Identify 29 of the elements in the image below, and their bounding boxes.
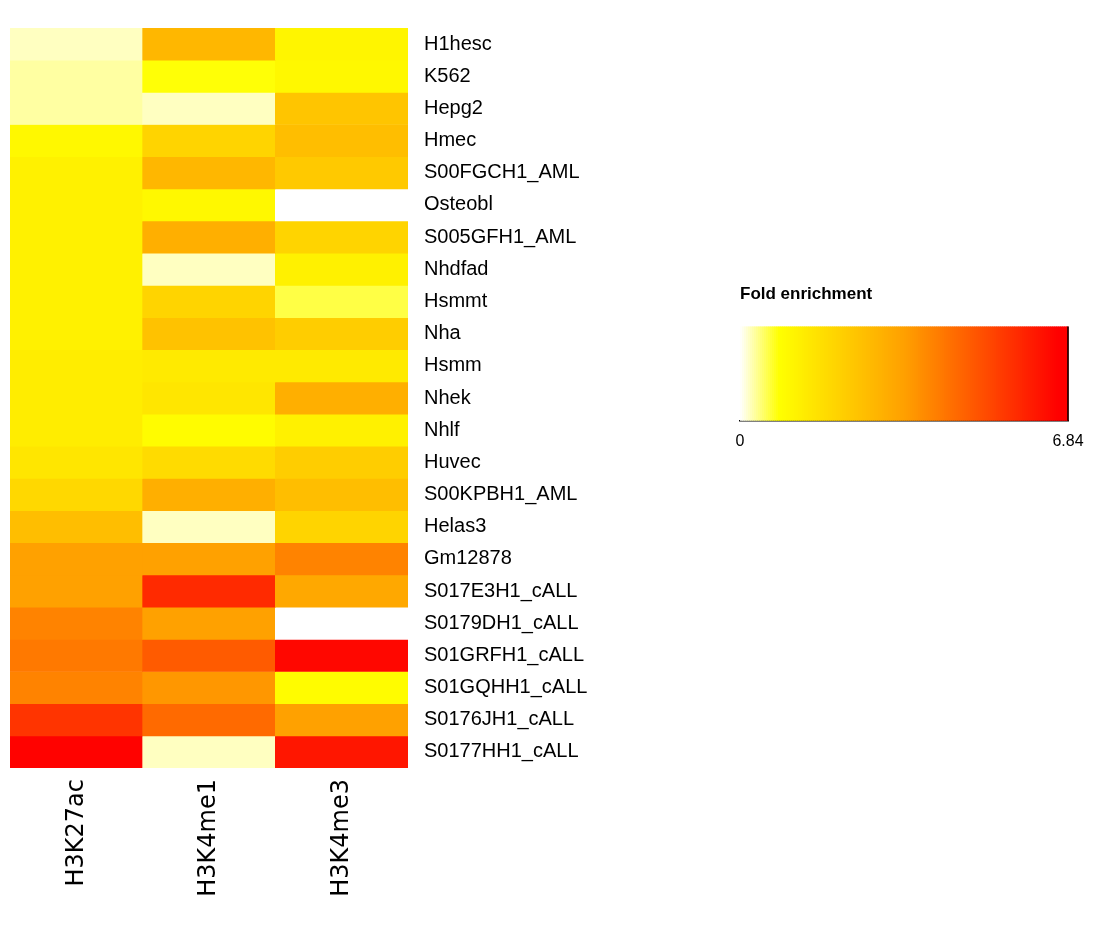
y-tick-label: Gm12878 <box>424 546 512 569</box>
y-tick-label: Huvec <box>424 449 481 472</box>
y-tick-label: K562 <box>424 63 471 86</box>
y-tick-label: Osteobl <box>424 192 493 215</box>
y-tick-label: S0177HH1_cALL <box>424 739 579 763</box>
x-tick-label: H3K27ac <box>60 779 89 887</box>
y-tick-label: Hmec <box>424 128 477 151</box>
y-tick-label: Helas3 <box>424 514 487 537</box>
y-tick-label: Nhlf <box>424 417 461 440</box>
y-tick-label: Nha <box>424 321 462 344</box>
y-tick-label: S005GFH1_AML <box>424 224 577 248</box>
y-tick-label: Hepg2 <box>424 95 483 118</box>
y-tick-label: S00FGCH1_AML <box>424 160 580 184</box>
y-tick-label: Nhek <box>424 385 472 408</box>
x-tick-label: H3K4me3 <box>325 779 354 897</box>
y-tick-label: S01GQHH1_cALL <box>424 675 588 699</box>
color-bar-title: Fold enrichment <box>740 283 873 303</box>
color-bar-label: 6.84 <box>1052 431 1084 449</box>
y-tick-label: H1hesc <box>424 31 492 54</box>
x-tick-label: H3K4me1 <box>193 779 222 897</box>
y-tick-label: Hsmmt <box>424 288 488 311</box>
y-tick-label: S01GRFH1_cALL <box>424 642 585 666</box>
y-tick-label: S017E3H1_cALL <box>424 578 578 602</box>
y-tick-label: S0176JH1_cALL <box>424 707 575 731</box>
y-tick-label: S00KPBH1_AML <box>424 482 578 506</box>
y-tick-label: S0179DH1_cALL <box>424 610 579 634</box>
color-bar-label: 0 <box>735 431 745 449</box>
y-tick-label: Hsmm <box>424 353 482 376</box>
y-tick-label: Nhdfad <box>424 256 489 279</box>
